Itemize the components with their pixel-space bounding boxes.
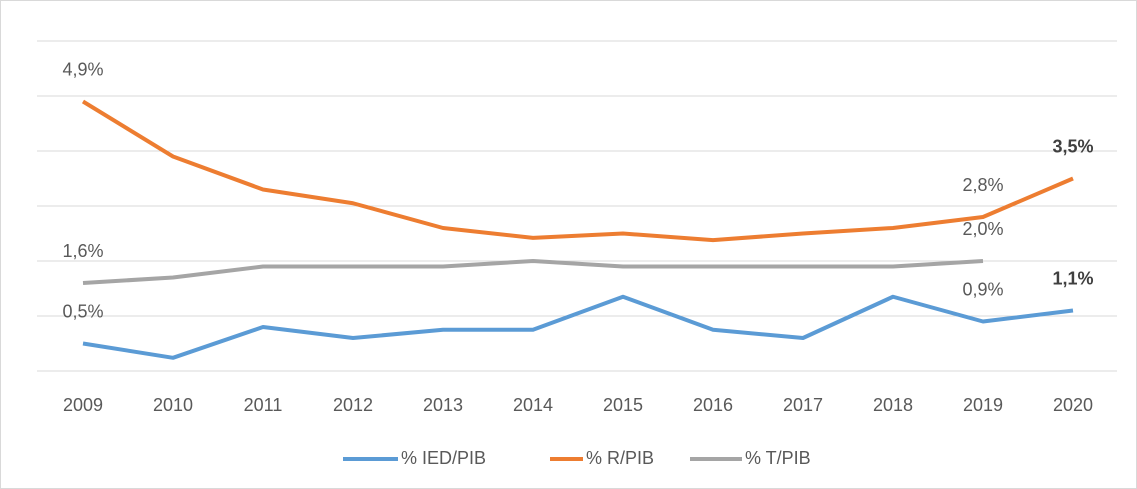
series-line — [82, 259, 984, 285]
x-tick-label: 2020 — [1053, 395, 1093, 415]
legend-label: % IED/PIB — [401, 448, 486, 468]
x-tick-label: 2011 — [244, 395, 283, 415]
data-label: 2,0% — [962, 219, 1003, 239]
x-tick-label: 2015 — [603, 395, 643, 415]
x-tick-label: 2014 — [513, 395, 553, 415]
x-tick-label: 2012 — [333, 395, 373, 415]
data-label: 0,9% — [962, 279, 1003, 299]
x-tick-label: 2017 — [783, 395, 823, 415]
data-label: 3,5% — [1052, 136, 1093, 156]
data-label: 1,6% — [62, 241, 103, 261]
x-tick-label: 2018 — [873, 395, 913, 415]
data-label: 2,8% — [962, 175, 1003, 195]
x-tick-label: 2010 — [153, 395, 193, 415]
data-label: 4,9% — [62, 59, 103, 79]
x-tick-label: 2009 — [63, 395, 103, 415]
x-tick-label: 2019 — [963, 395, 1003, 415]
legend-label: % T/PIB — [745, 448, 811, 468]
x-tick-label: 2016 — [693, 395, 733, 415]
series-line — [81, 99, 1074, 243]
x-tick-label: 2013 — [423, 395, 463, 415]
data-label: 0,5% — [62, 301, 103, 321]
legend-label: % R/PIB — [586, 448, 654, 468]
data-label: 1,1% — [1052, 268, 1093, 288]
series-line — [82, 294, 1074, 360]
